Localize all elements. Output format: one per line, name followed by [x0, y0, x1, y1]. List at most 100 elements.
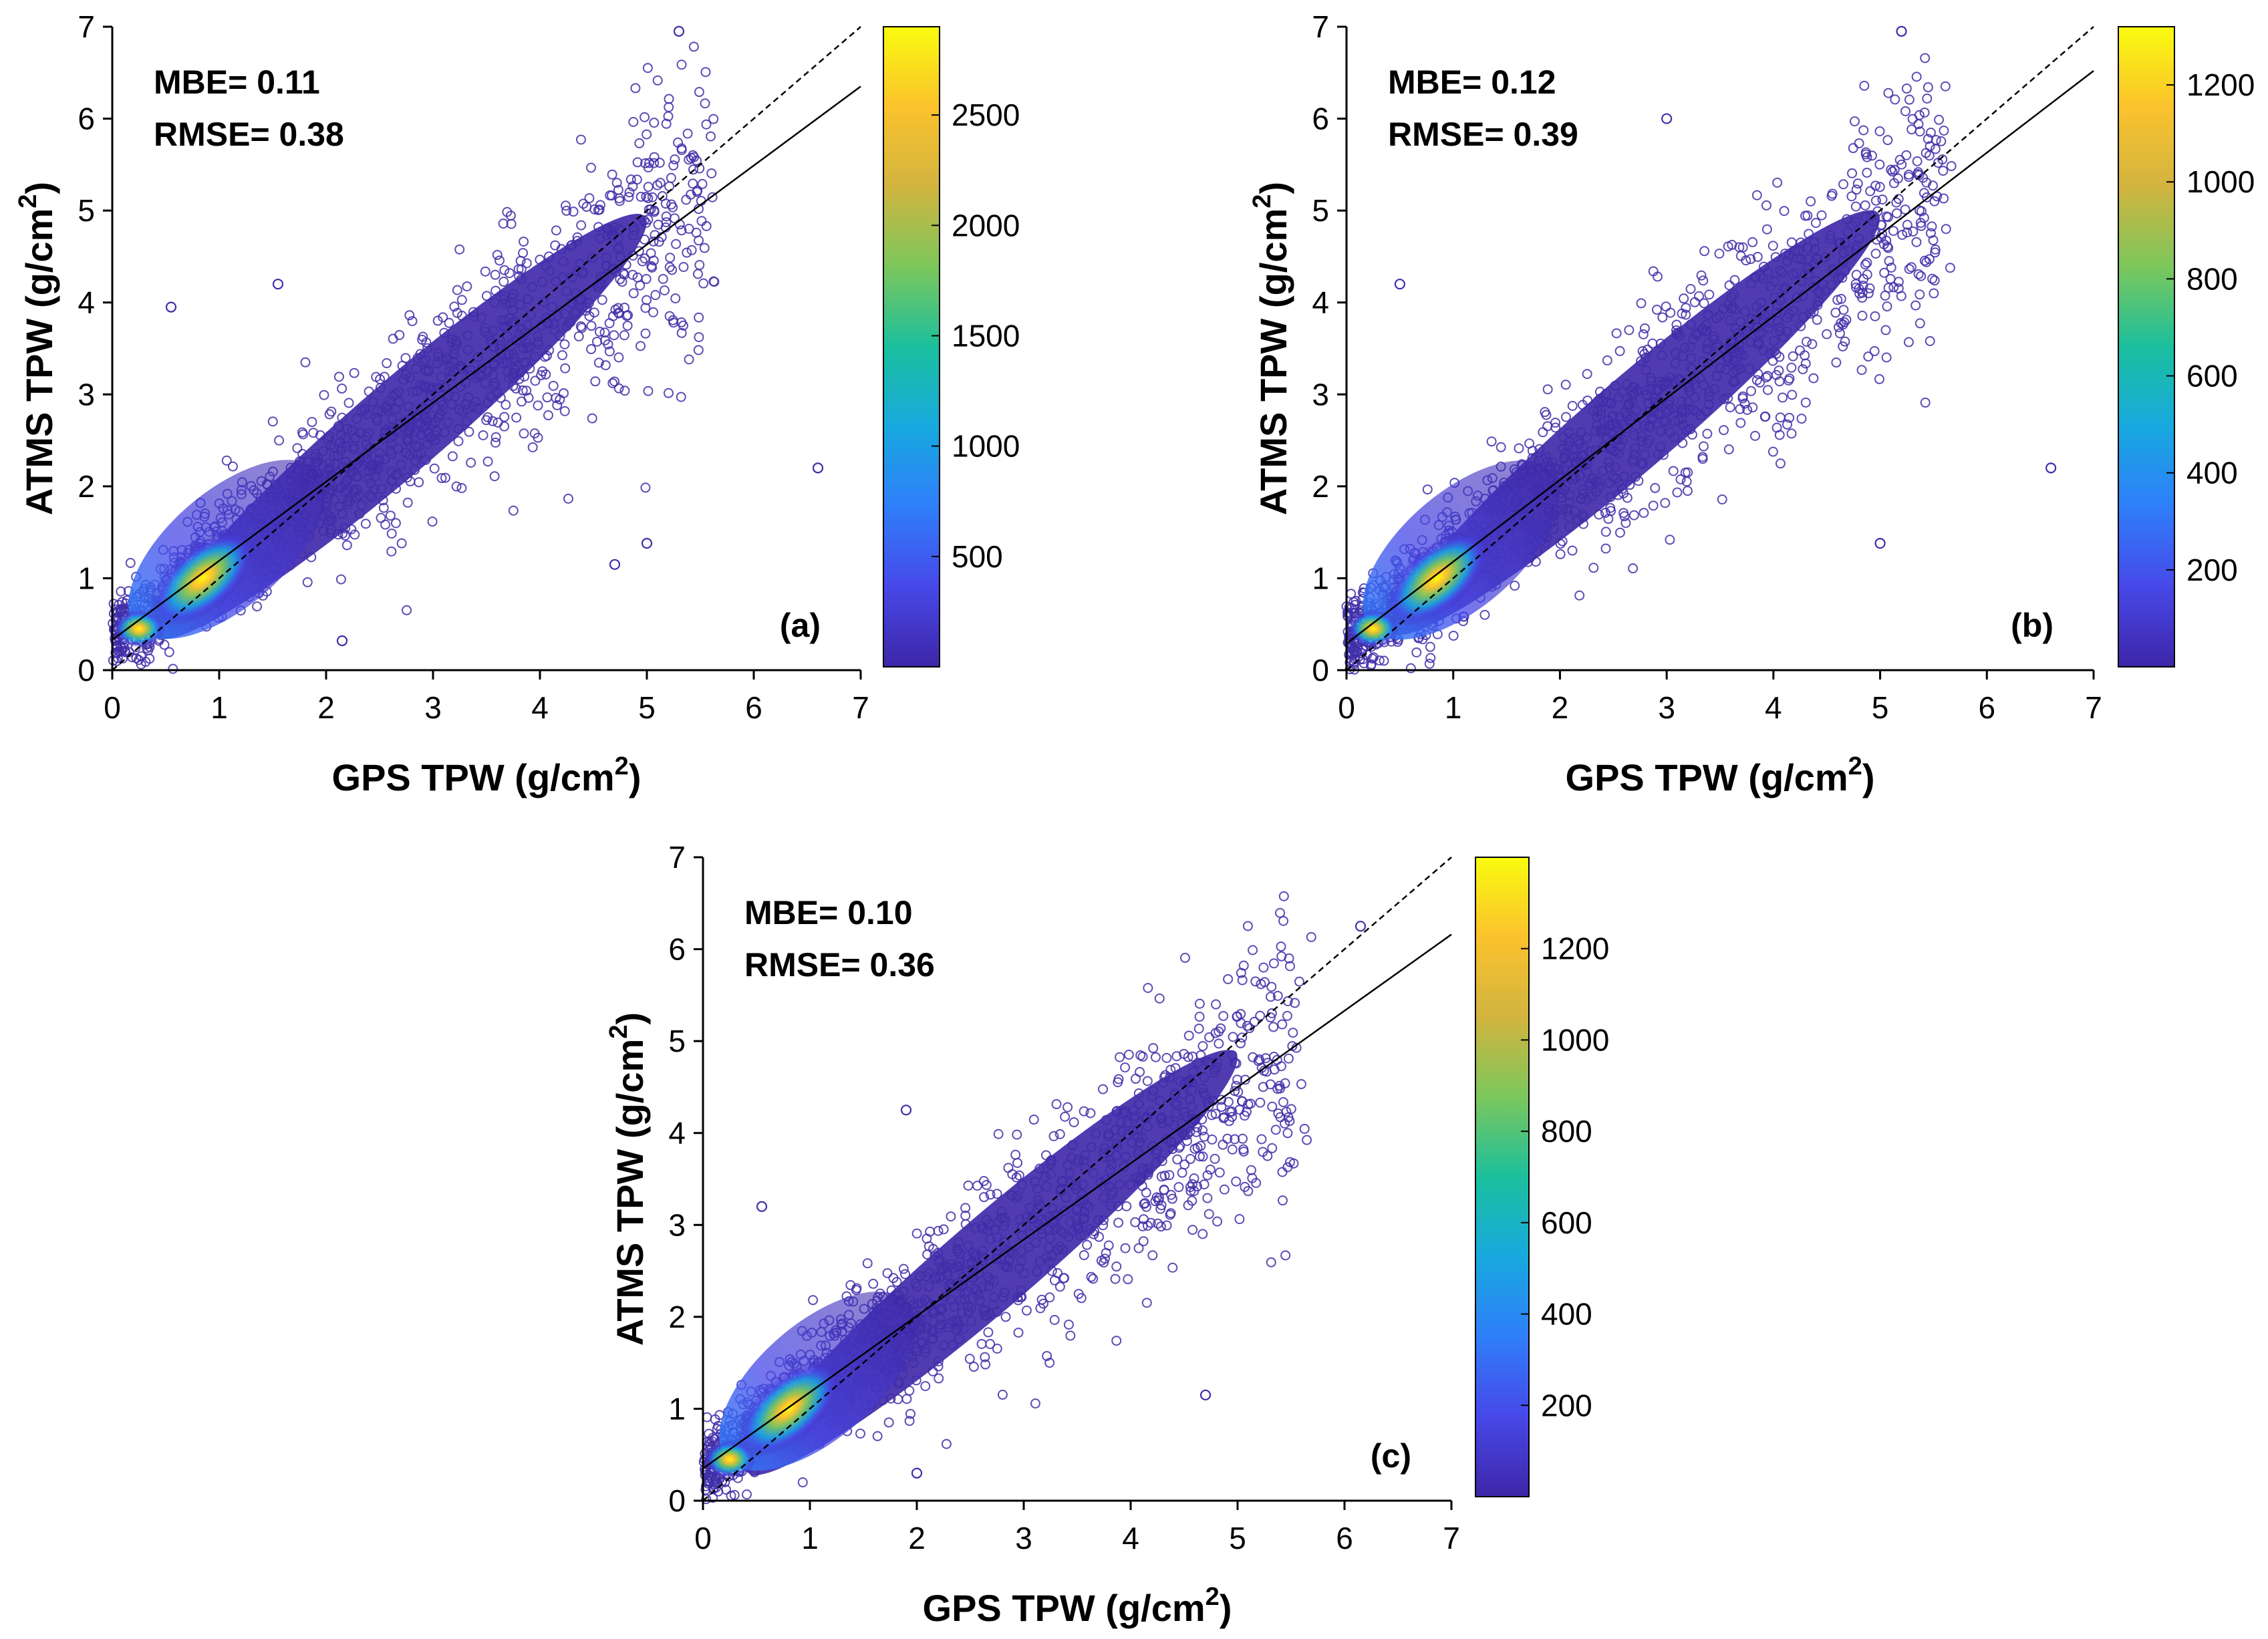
scatter-point [1712, 339, 1723, 349]
scatter-point [356, 428, 366, 438]
scatter-point [489, 297, 500, 308]
scatter-point [372, 406, 383, 416]
scatter-point [1569, 433, 1580, 444]
scatter-point [641, 274, 652, 285]
scatter-point [1915, 218, 1926, 229]
scatter-point [1743, 321, 1753, 332]
scatter-point [1113, 1217, 1124, 1228]
scatter-point [1266, 1008, 1277, 1018]
scatter-point [346, 524, 357, 535]
scatter-point [333, 371, 344, 382]
outlier-point [1661, 113, 1673, 124]
scatter-point [1683, 467, 1693, 478]
scatter-point [1698, 441, 1709, 452]
scatter-point [1774, 322, 1785, 333]
scatter-point [1900, 204, 1910, 215]
scatter-point [530, 376, 541, 386]
scatter-point [963, 1241, 974, 1251]
scatter-point [1012, 1191, 1023, 1201]
scatter-point [1486, 436, 1497, 447]
scatter-point [537, 366, 548, 377]
scatter-point [498, 218, 509, 229]
scatter-point [1141, 1113, 1151, 1124]
scatter-point [915, 1271, 926, 1282]
scatter-point [1175, 1076, 1185, 1086]
scatter-point [511, 383, 521, 394]
scatter-point [378, 434, 388, 444]
scatter-point [1260, 1053, 1271, 1064]
scatter-point [937, 1265, 948, 1276]
y-tick-label: 0 [1312, 653, 1329, 688]
scatter-point [649, 205, 660, 216]
scatter-point [1738, 350, 1749, 361]
y-tick-label: 5 [78, 193, 95, 228]
scatter-point [1602, 397, 1613, 408]
scatter-point [437, 406, 448, 416]
panel-label: (a) [780, 607, 821, 644]
scatter-point [980, 1352, 990, 1362]
scatter-point [1854, 138, 1864, 148]
scatter-point [948, 1316, 958, 1326]
x-tick-label: 0 [1338, 690, 1355, 725]
scatter-point [490, 378, 501, 388]
scatter-point [413, 441, 424, 452]
scatter-point [1858, 274, 1869, 285]
scatter-point [1069, 1117, 1079, 1128]
scatter-point [1880, 325, 1891, 335]
scatter-point [1284, 1116, 1295, 1127]
scatter-point [1108, 1187, 1119, 1197]
scatter-point [550, 240, 561, 251]
x-tick-label: 5 [638, 690, 656, 725]
scatter-point [585, 162, 596, 173]
scatter-point [984, 1281, 994, 1292]
scatter-point [1929, 288, 1939, 299]
scatter-point [1000, 1216, 1011, 1227]
scatter-point [973, 1290, 984, 1300]
scatter-point [1255, 1097, 1266, 1108]
scatter-point [1863, 351, 1874, 362]
scatter-point [1223, 974, 1234, 984]
scatter-point [1555, 539, 1566, 549]
scatter-point [438, 312, 448, 323]
scatter-point [1278, 915, 1289, 926]
x-tick-label: 0 [104, 690, 121, 725]
scatter-point [647, 262, 658, 273]
scatter-point [611, 178, 622, 188]
scatter-point [1280, 1119, 1290, 1129]
scatter-point [649, 152, 660, 162]
fit-line [702, 933, 1452, 1469]
scatter-point [1703, 337, 1713, 348]
scatter-point [898, 1263, 909, 1274]
scatter-point [1542, 384, 1553, 395]
scatter-point [1842, 227, 1853, 237]
scatter-point [1888, 282, 1899, 293]
scatter-point [1021, 1305, 1032, 1316]
scatter-point [982, 1272, 993, 1282]
scatter-point [1639, 420, 1650, 431]
scatter-point [1663, 399, 1674, 410]
scatter-point [658, 274, 668, 285]
scatter-point [1620, 518, 1631, 529]
scatter-point [1715, 362, 1725, 373]
scatter-point [221, 455, 232, 466]
scatter-point [1637, 436, 1647, 447]
scatter-point [1179, 1048, 1189, 1059]
scatter-point [1181, 1136, 1192, 1147]
scatter-point [1682, 486, 1693, 496]
scatter-point [663, 388, 674, 398]
scatter-point [1648, 500, 1659, 511]
scatter-point [1155, 1221, 1166, 1232]
scatter-point [1161, 1220, 1172, 1231]
scatter-point [981, 1215, 992, 1225]
scatter-point [1379, 655, 1389, 666]
scatter-point [478, 430, 488, 440]
scatter-point [1187, 1225, 1198, 1235]
scatter-point [1044, 1358, 1055, 1368]
scatter-point [1624, 325, 1635, 335]
scatter-point [1072, 1220, 1083, 1231]
scatter-point [1882, 135, 1893, 146]
scatter-point [1927, 180, 1938, 191]
scatter-point [1866, 150, 1877, 161]
scatter-point [1538, 427, 1548, 438]
scatter-point [563, 318, 574, 329]
